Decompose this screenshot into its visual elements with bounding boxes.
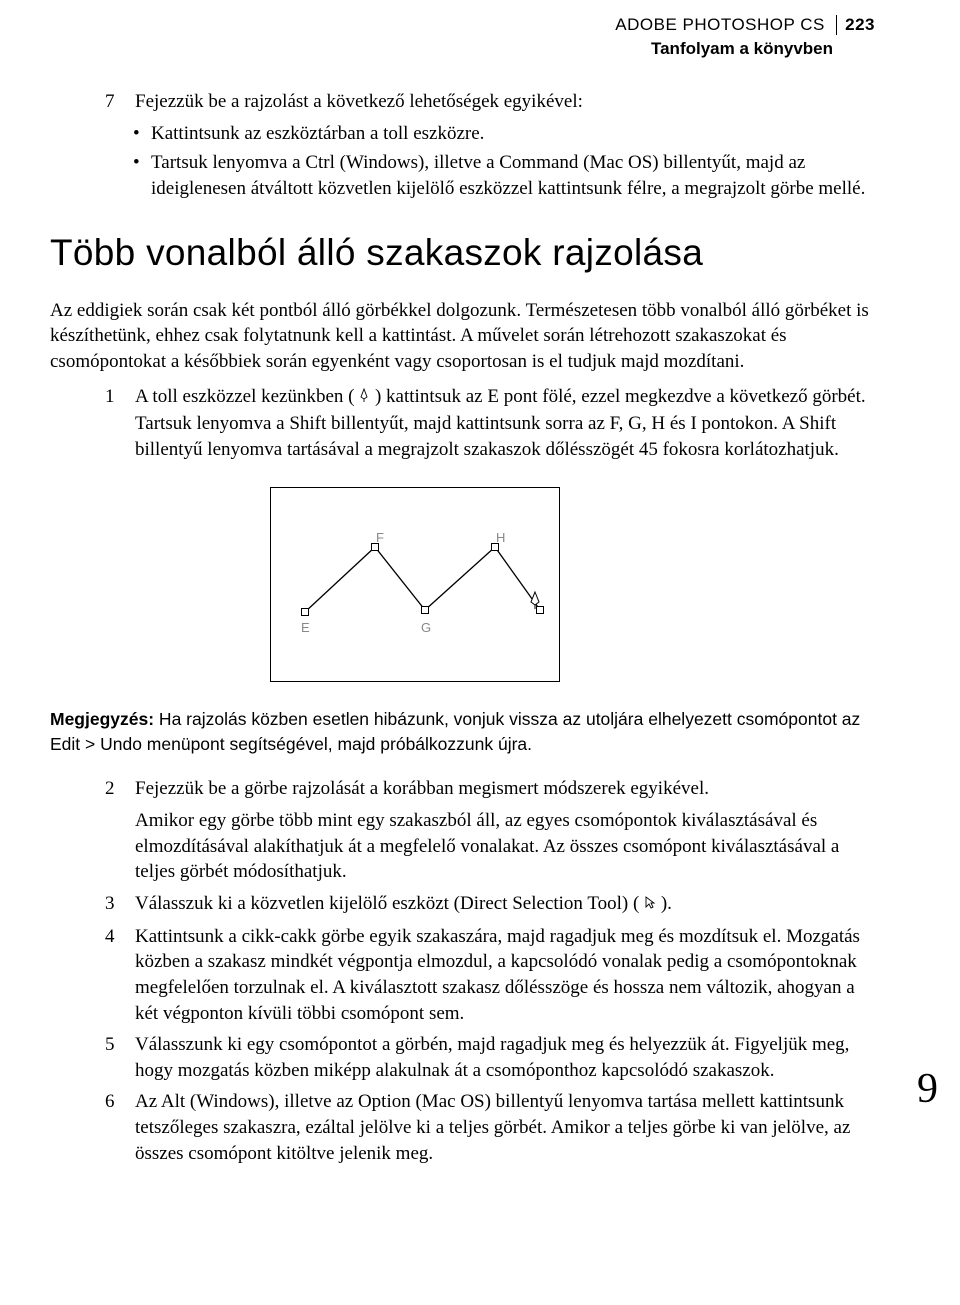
step-number: 4 [105, 924, 135, 1027]
figure-point-label: E [301, 620, 310, 635]
note-paragraph: Megjegyzés: Ha rajzolás közben esetlen h… [50, 707, 875, 756]
header-subtitle: Tanfolyam a könyvben [50, 39, 875, 59]
step-text: Kattintsunk a cikk-cakk görbe egyik szak… [135, 924, 875, 1027]
step-number: 1 [105, 384, 135, 462]
anchor-point [301, 608, 309, 616]
list-item: 3 Válasszuk ki a közvetlen kijelölő eszk… [105, 891, 875, 918]
list-item: 1 A toll eszközzel kezünkben ( ) kattint… [105, 384, 875, 462]
note-text: Ha rajzolás közben esetlen hibázunk, von… [50, 709, 860, 754]
bullet-text: Kattintsunk az eszköztárban a toll eszkö… [151, 121, 875, 147]
anchor-point [421, 606, 429, 614]
step-7-block: 7 Fejezzük be a rajzolást a következő le… [105, 89, 875, 202]
page-header: ADOBE PHOTOSHOP CS 223 Tanfolyam a könyv… [50, 15, 875, 59]
header-top-line: ADOBE PHOTOSHOP CS 223 [50, 15, 875, 35]
pen-tool-icon [359, 385, 370, 411]
document-page: ADOBE PHOTOSHOP CS 223 Tanfolyam a könyv… [0, 0, 960, 1212]
bullet-text: Tartsuk lenyomva a Ctrl (Windows), illet… [151, 150, 875, 201]
bullet-icon: • [133, 121, 151, 147]
step-number: 7 [105, 89, 135, 115]
list-item: • Tartsuk lenyomva a Ctrl (Windows), ill… [133, 150, 875, 201]
body-paragraph: Az eddigiek során csak két pontból álló … [50, 298, 875, 375]
section-heading: Több vonalból álló szakaszok rajzolása [50, 232, 875, 274]
figure-container: E F G H [270, 487, 875, 682]
list-item: • Kattintsunk az eszköztárban a toll esz… [133, 121, 875, 147]
step-text: Fejezzük be a görbe rajzolását a korábba… [135, 776, 875, 885]
step-text: Válasszuk ki a közvetlen kijelölő eszköz… [135, 891, 875, 918]
list-item: 6 Az Alt (Windows), illetve az Option (M… [105, 1089, 875, 1166]
step-number: 2 [105, 776, 135, 885]
zigzag-figure: E F G H [270, 487, 560, 682]
chapter-number-margin: 9 [917, 1065, 938, 1113]
step-text: Válasszunk ki egy csomópontot a görbén, … [135, 1032, 875, 1083]
list-item: 7 Fejezzük be a rajzolást a következő le… [105, 89, 875, 115]
page-number: 223 [836, 15, 875, 35]
step-text: A toll eszközzel kezünkben ( ) kattintsu… [135, 384, 875, 462]
note-label: Megjegyzés: [50, 709, 154, 729]
step-text: Fejezzük be a rajzolást a következő lehe… [135, 89, 875, 115]
list-item: 4 Kattintsunk a cikk-cakk görbe egyik sz… [105, 924, 875, 1027]
brand-title: ADOBE PHOTOSHOP CS [615, 15, 825, 35]
list-item: 5 Válasszunk ki egy csomópontot a görbén… [105, 1032, 875, 1083]
list-item: 2 Fejezzük be a görbe rajzolását a koráb… [105, 776, 875, 885]
step-number: 6 [105, 1089, 135, 1166]
figure-point-label: F [376, 530, 384, 545]
step-number: 5 [105, 1032, 135, 1083]
bullet-icon: • [133, 150, 151, 201]
zigzag-svg [271, 488, 561, 683]
figure-point-label: G [421, 620, 431, 635]
pen-cursor-icon [529, 590, 543, 615]
step-number: 3 [105, 891, 135, 918]
direct-selection-icon [644, 892, 656, 918]
figure-point-label: H [496, 530, 505, 545]
step-text: Az Alt (Windows), illetve az Option (Mac… [135, 1089, 875, 1166]
